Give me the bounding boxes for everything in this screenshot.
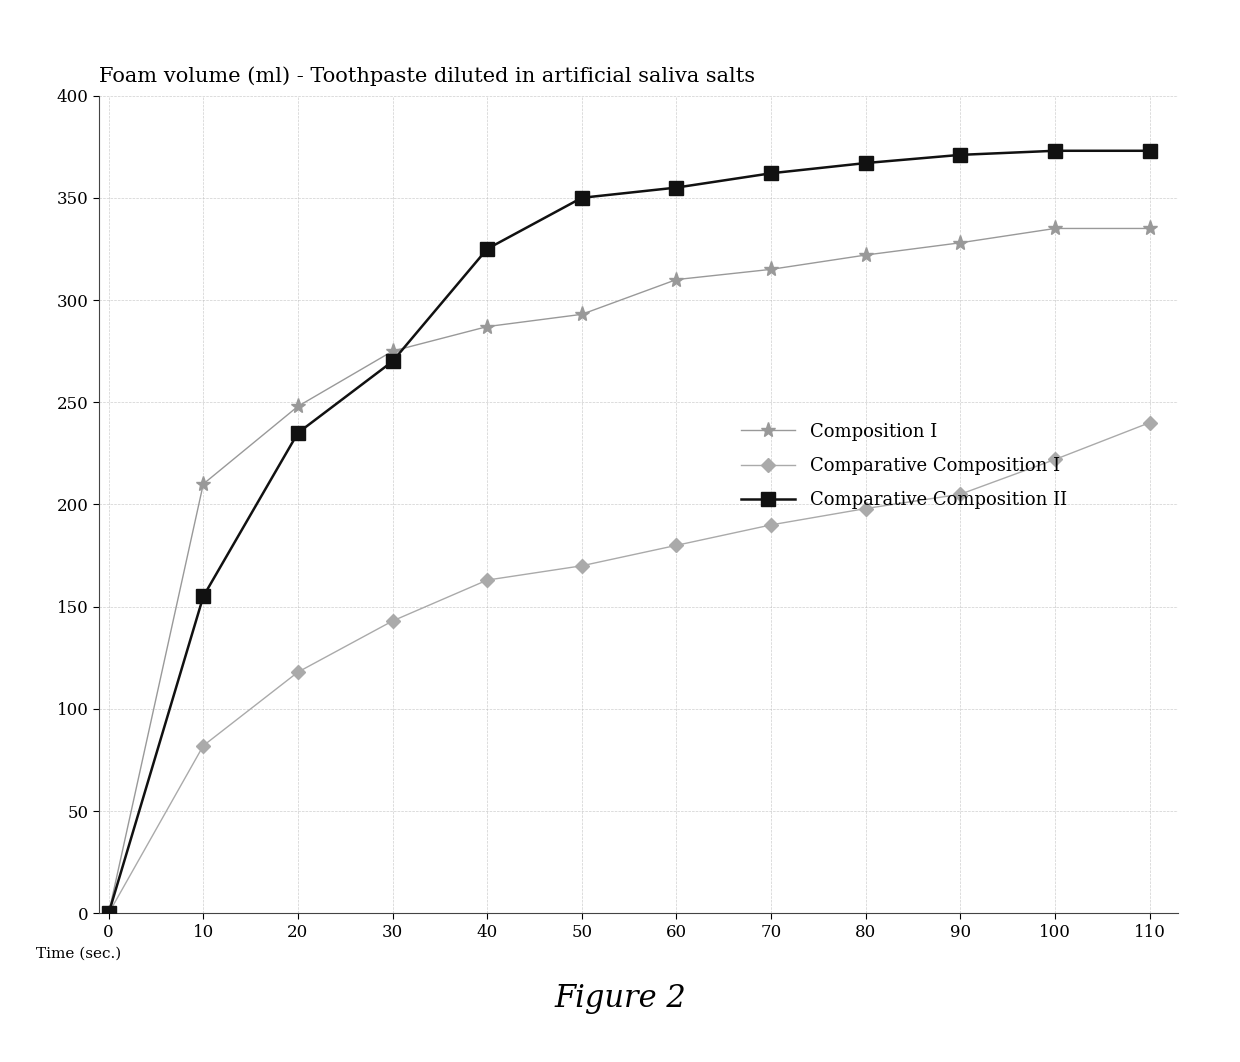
Comparative Composition II: [952, 149, 967, 161]
Comparative Composition II: [670, 182, 684, 194]
Comparative Composition I: [196, 739, 211, 752]
Composition I: [952, 237, 967, 250]
Line: Composition I: Composition I: [100, 221, 1157, 921]
Comparative Composition I: [480, 573, 495, 586]
Composition I: [764, 263, 779, 276]
Comparative Composition II: [196, 590, 211, 603]
Composition I: [858, 249, 873, 261]
Comparative Composition I: [290, 666, 305, 679]
Composition I: [102, 907, 117, 920]
Comparative Composition II: [290, 427, 305, 440]
Composition I: [1048, 222, 1063, 235]
Composition I: [196, 478, 211, 491]
Comparative Composition I: [858, 502, 873, 515]
Legend: Composition I, Comparative Composition I, Comparative Composition II: Composition I, Comparative Composition I…: [734, 415, 1074, 516]
Composition I: [480, 321, 495, 333]
Comparative Composition I: [670, 539, 684, 552]
Comparative Composition I: [952, 487, 967, 500]
Comparative Composition II: [764, 167, 779, 179]
Comparative Composition II: [1142, 144, 1157, 157]
Comparative Composition I: [764, 518, 779, 531]
Composition I: [1142, 222, 1157, 235]
Comparative Composition II: [102, 907, 117, 920]
Comparative Composition I: [102, 907, 117, 920]
Comparative Composition I: [574, 560, 589, 572]
Comparative Composition II: [1048, 144, 1063, 157]
Comparative Composition I: [1142, 416, 1157, 429]
Composition I: [386, 345, 401, 358]
Text: Figure 2: Figure 2: [554, 982, 686, 1014]
Composition I: [290, 400, 305, 413]
Text: Time (sec.): Time (sec.): [36, 946, 122, 961]
Comparative Composition II: [386, 355, 401, 367]
Composition I: [574, 308, 589, 321]
Line: Comparative Composition I: Comparative Composition I: [104, 417, 1154, 919]
Text: Foam volume (ml) - Toothpaste diluted in artificial saliva salts: Foam volume (ml) - Toothpaste diluted in…: [99, 66, 755, 86]
Comparative Composition II: [574, 191, 589, 204]
Comparative Composition I: [1048, 453, 1063, 466]
Line: Comparative Composition II: Comparative Composition II: [102, 143, 1157, 921]
Composition I: [670, 273, 684, 286]
Comparative Composition II: [480, 242, 495, 255]
Comparative Composition II: [858, 157, 873, 170]
Comparative Composition I: [386, 615, 401, 628]
